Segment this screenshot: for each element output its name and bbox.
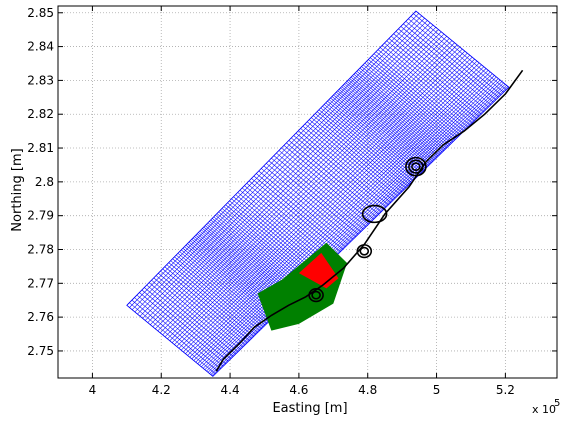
x-axis-ticks: 4 4.2 4.4 4.6 4.8 5 5.2: [89, 6, 515, 397]
mesh-along-line: [129, 13, 419, 308]
mesh-along-line: [193, 70, 489, 361]
coastline-traces: [215, 69, 524, 372]
mesh-along-line: [157, 38, 450, 332]
mesh-along-line: [171, 50, 466, 343]
curvilinear-mesh: [126, 10, 510, 377]
x-exponent-power: 5: [554, 398, 560, 409]
mesh-along-line: [134, 17, 425, 313]
y-tick-label: 2.76: [27, 310, 54, 324]
mesh-along-line: [162, 42, 455, 336]
mesh-along-line: [206, 81, 503, 372]
mesh-along-line: [174, 52, 468, 345]
mesh-along-line: [209, 83, 506, 374]
mesh-along-line: [202, 78, 499, 369]
mesh-along-line: [183, 60, 478, 353]
x-tick-label: 5.2: [496, 383, 515, 397]
mesh-along-line: [160, 40, 453, 334]
mesh-along-line: [167, 46, 460, 340]
mesh-along-line: [150, 31, 442, 325]
mesh-along-line: [207, 82, 504, 373]
y-tick-label: 2.79: [27, 209, 54, 223]
mesh-along-line: [147, 29, 439, 323]
contour-ring: [356, 244, 373, 259]
y-tick-label: 2.81: [27, 141, 54, 155]
contour-ring: [311, 290, 321, 300]
y-tick-label: 2.82: [27, 107, 54, 121]
y-tick-label: 2.85: [27, 6, 54, 20]
mesh-along-line: [187, 64, 482, 356]
mesh-along-line: [139, 22, 431, 317]
mesh-outline: [126, 10, 510, 377]
x-tick-label: 4.4: [221, 383, 240, 397]
contour-ring: [359, 246, 370, 256]
y-tick-label: 2.83: [27, 73, 54, 87]
mesh-along-line: [176, 54, 470, 347]
contour-ring: [361, 204, 388, 224]
x-tick-label: 4.2: [152, 383, 171, 397]
mesh-along-line: [180, 58, 475, 351]
mesh-along-line: [169, 48, 463, 341]
axes-box: [57, 5, 558, 379]
mesh-along-line: [199, 75, 495, 366]
mesh-along-line: [131, 15, 422, 310]
x-tick-label: 4.6: [289, 383, 308, 397]
mesh-along-line: [137, 20, 428, 315]
mesh-along-line: [195, 71, 491, 363]
plot-area: [126, 10, 524, 377]
mesh-along-line: [210, 85, 507, 375]
mesh-along-line: [142, 24, 434, 319]
y-axis-label: Northing [m]: [10, 148, 25, 231]
x-axis-label: Easting [m]: [272, 401, 347, 416]
mesh-along-line: [145, 27, 436, 321]
contour-ring: [308, 288, 324, 303]
x-exponent-label: x 10: [532, 403, 556, 416]
mesh-along-line: [191, 68, 487, 360]
plot-background: [58, 6, 557, 378]
y-tick-label: 2.77: [27, 276, 54, 290]
mesh-along-line: [201, 76, 497, 368]
contour-ring: [405, 156, 427, 177]
contour-ring: [411, 162, 421, 172]
y-axis-ticks: 2.75 2.76 2.77 2.78 2.79 2.8 2.81 2.82 2.83 2.84 2…: [27, 6, 557, 358]
y-tick-label: 2.8: [35, 175, 54, 189]
x-tick-label: 5: [433, 383, 441, 397]
y-tick-label: 2.75: [27, 344, 54, 358]
mesh-along-line: [155, 36, 447, 329]
mesh-along-line: [204, 79, 501, 370]
mesh-along-line: [197, 73, 493, 364]
y-tick-label: 2.84: [27, 40, 54, 54]
mesh-along-line: [178, 56, 473, 349]
y-tick-label: 2.78: [27, 242, 54, 256]
contour-ring: [408, 159, 424, 174]
mesh-along-line: [164, 44, 458, 338]
x-tick-label: 4.8: [358, 383, 377, 397]
mesh-along-line: [185, 62, 480, 354]
coastline: [215, 69, 524, 372]
x-tick-label: 4: [89, 383, 97, 397]
mesh-along-line: [189, 66, 485, 358]
mesh-along-line: [152, 33, 445, 327]
